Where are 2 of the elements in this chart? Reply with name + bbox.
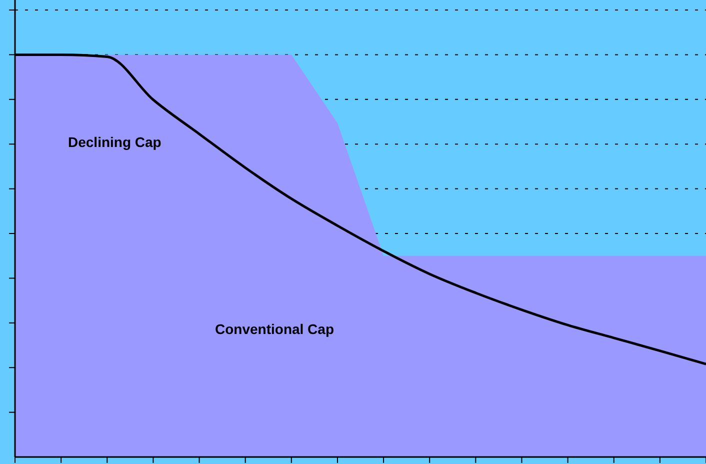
series-label: Conventional Cap bbox=[215, 321, 334, 337]
series-label: Declining Cap bbox=[68, 134, 162, 150]
